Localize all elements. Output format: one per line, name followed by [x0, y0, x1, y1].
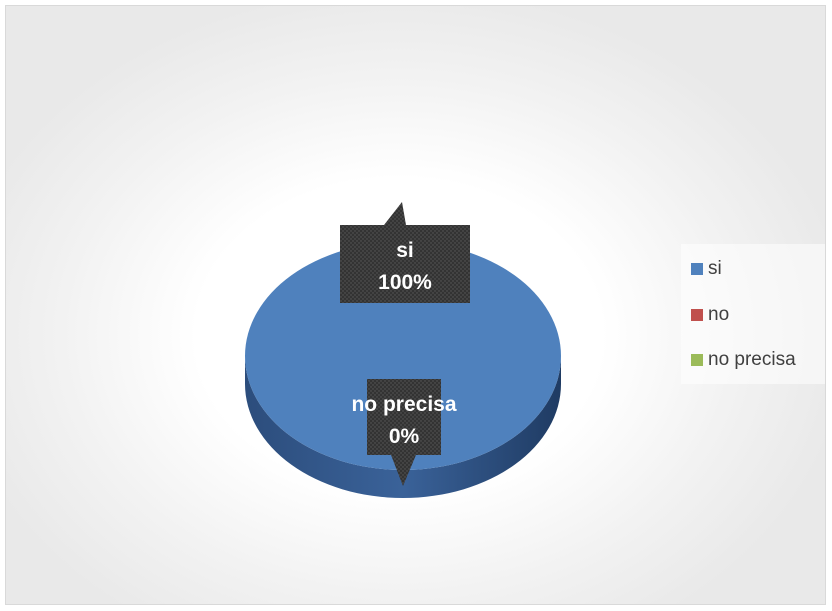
legend-swatch-no-precisa [691, 354, 703, 366]
legend: si no no precisa [681, 244, 825, 384]
legend-item-no: no [691, 304, 729, 326]
data-label-category: si [396, 239, 414, 262]
callout-pointer [384, 202, 406, 225]
pie-slices [245, 242, 561, 498]
data-label-category: no precisa [351, 393, 456, 416]
data-label-percent: 0% [389, 425, 420, 448]
legend-swatch-si [691, 263, 703, 275]
chart-area: si 100% no precisa 0% si no no precisa [5, 5, 826, 605]
pie-plot: si 100% no precisa 0% [245, 202, 561, 498]
legend-swatch-no [691, 309, 703, 321]
pie-slice-side [245, 356, 561, 498]
legend-item-si: si [691, 258, 722, 280]
legend-label: si [708, 258, 722, 279]
data-label-no-precisa: no precisa 0% [351, 379, 457, 486]
callout-pointer [391, 455, 416, 486]
legend-label: no [708, 304, 730, 325]
legend-label: no precisa [708, 349, 796, 370]
legend-item-no-precisa: no precisa [691, 349, 796, 371]
data-label-percent: 100% [378, 271, 432, 294]
pie-slice-si [245, 242, 561, 470]
data-label-si: si 100% [340, 202, 470, 303]
callout-box [367, 379, 441, 455]
data-labels: si 100% no precisa 0% [340, 202, 470, 486]
callout-box [340, 225, 470, 303]
